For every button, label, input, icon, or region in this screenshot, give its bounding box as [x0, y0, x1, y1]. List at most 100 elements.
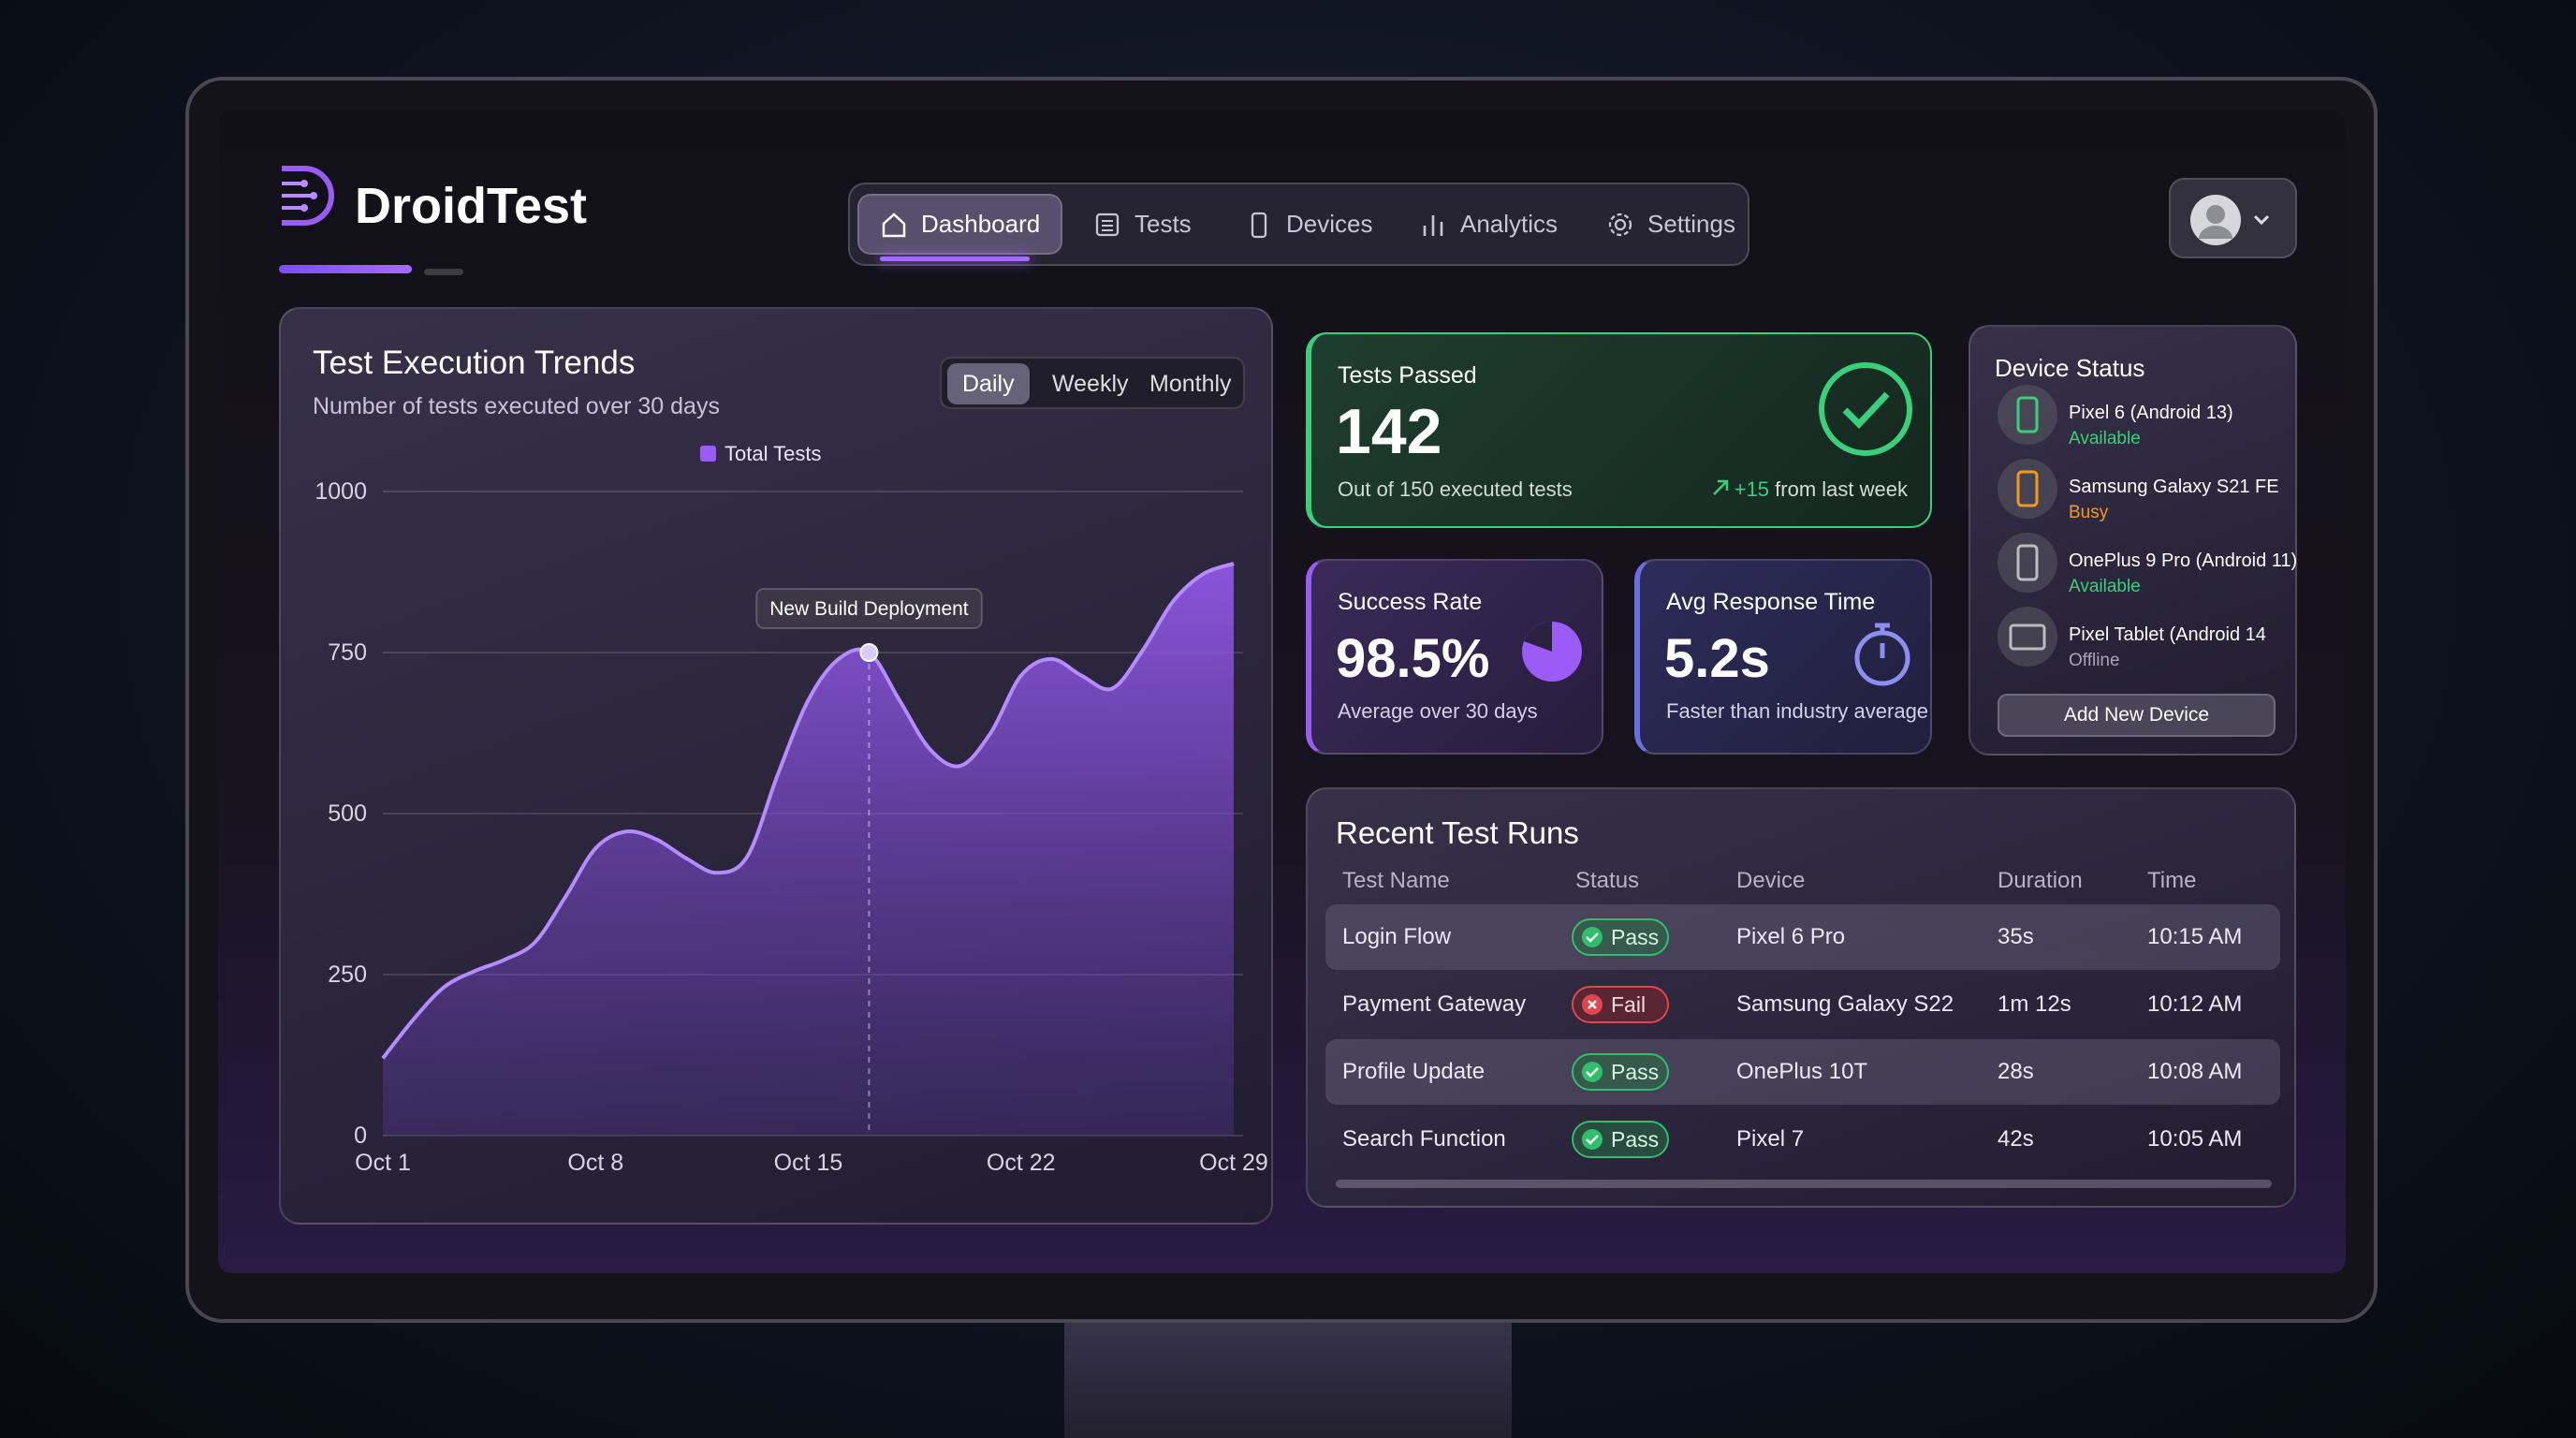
panel-title: Recent Test Runs [1336, 815, 1579, 850]
device-status: Offline [2069, 651, 2120, 670]
panel-title: Device Status [1995, 354, 2145, 382]
card-note: Average over 30 days [1338, 699, 1538, 723]
fail-icon [1582, 994, 1603, 1015]
status-badge: Pass [1572, 1053, 1669, 1091]
success-rate-card: Success Rate 98.5% Average over 30 days [1306, 559, 1603, 755]
table-cell: 42s [1998, 1126, 2034, 1152]
y-tick-label: 1000 [315, 478, 367, 505]
table-cell: 10:15 AM [2147, 924, 2243, 949]
pie-icon [1522, 622, 1582, 682]
area-fill [383, 564, 1234, 1136]
nav-item[interactable]: Dashboard [857, 194, 1063, 255]
annotation-text: New Build Deployment [769, 598, 969, 620]
table-cell: 10:05 AM [2147, 1126, 2243, 1152]
nav-label: Dashboard [921, 210, 1041, 238]
status-text: Pass [1611, 1126, 1660, 1152]
avatar [2190, 195, 2270, 245]
progress-inactive [424, 269, 463, 275]
device-icon [1998, 607, 2057, 667]
device-status: Available [2069, 429, 2141, 448]
device-icon [1998, 459, 2057, 519]
card-value: 5.2s [1664, 628, 1770, 689]
status-badge: Pass [1572, 918, 1669, 956]
device-status-panel: Device Status Pixel 6 (Android 13) Avail… [1969, 325, 2297, 756]
table-cell: 10:08 AM [2147, 1059, 2243, 1084]
pass-icon [1582, 1129, 1603, 1150]
nav-label: Devices [1286, 210, 1373, 238]
progress-active [279, 265, 412, 273]
row-highlight [1325, 904, 2280, 970]
table-cell: Payment Gateway [1342, 991, 1527, 1017]
chart-title: Test Execution Trends [313, 345, 636, 381]
stopwatch-icon [1854, 623, 1910, 686]
column-header: Status [1575, 868, 1640, 893]
y-tick-label: 750 [328, 639, 367, 666]
status-text: Pass [1611, 1059, 1660, 1084]
table-cell: Search Function [1342, 1126, 1506, 1152]
toggle-option[interactable]: Daily [947, 363, 1030, 404]
trends-panel: Test Execution Trends Number of tests ex… [279, 307, 1273, 1225]
card-value: 142 [1336, 396, 1442, 467]
phone-icon [2016, 544, 2039, 581]
table-cell: 28s [1998, 1059, 2034, 1084]
devices-icon [1251, 212, 1267, 238]
card-note: Out of 150 executed tests [1338, 477, 1573, 501]
legend-label: Total Tests [724, 442, 822, 465]
status-badge: Fail [1572, 986, 1669, 1023]
nav-label: Settings [1647, 210, 1735, 238]
nav-item[interactable]: Settings [1586, 194, 1756, 255]
row-highlight [1325, 1039, 2280, 1105]
phone-icon [2016, 470, 2039, 507]
x-tick-label: Oct 29 [1199, 1150, 1268, 1176]
x-tick-label: Oct 8 [567, 1150, 623, 1176]
device-name: Pixel Tablet (Android 14 [2069, 624, 2266, 645]
nav-item[interactable]: Analytics [1398, 194, 1578, 255]
toggle-option[interactable]: Monthly [1149, 370, 1232, 397]
table-cell: Pixel 7 [1736, 1126, 1805, 1152]
check-icon [1819, 362, 1912, 456]
change-value: +15 [1734, 477, 1770, 501]
chart-subtitle: Number of tests executed over 30 days [313, 393, 720, 419]
device-icon [1998, 385, 2057, 445]
toggle-option[interactable]: Weekly [1052, 370, 1129, 397]
device-name: Samsung Galaxy S21 FE [2069, 477, 2279, 497]
x-tick-label: Oct 22 [987, 1150, 1056, 1176]
nav-active-glow [880, 257, 1030, 261]
nav-bar: Dashboard Tests Devices Analytics Settin… [848, 183, 1749, 266]
y-tick-label: 250 [328, 961, 367, 988]
period-toggle: Daily Weekly Monthly [940, 357, 1245, 409]
card-title: Avg Response Time [1666, 589, 1876, 615]
pass-icon [1582, 1062, 1603, 1082]
card-title: Success Rate [1338, 589, 1483, 615]
card-change: +15 from last week [1712, 479, 1908, 500]
table-cell: Samsung Galaxy S22 [1736, 991, 1954, 1017]
column-header: Device [1736, 868, 1806, 893]
nav-item[interactable]: Tests [1073, 194, 1212, 255]
phone-icon [2016, 396, 2039, 433]
annotation-box [755, 588, 983, 629]
table-cell: OnePlus 10T [1736, 1059, 1868, 1084]
device-status: Available [2069, 577, 2141, 596]
home-icon [882, 212, 906, 237]
annotation-point [859, 643, 879, 662]
tablet-icon [2009, 624, 2046, 651]
device-status: Busy [2069, 503, 2109, 522]
table-cell: 10:12 AM [2147, 991, 2243, 1017]
pass-icon [1582, 927, 1603, 947]
trend-up-icon [1712, 479, 1728, 495]
x-tick-label: Oct 1 [355, 1150, 411, 1176]
column-header: Time [2147, 868, 2197, 893]
monitor-stand [1064, 1311, 1512, 1438]
card-value: 98.5% [1336, 628, 1490, 689]
column-header: Test Name [1342, 868, 1450, 893]
nav-item[interactable]: Devices [1224, 194, 1393, 255]
device-icon [1998, 533, 2057, 593]
status-text: Fail [1611, 991, 1647, 1017]
add-device-button[interactable]: Add New Device [1998, 694, 2276, 737]
change-note: from last week [1775, 477, 1908, 501]
status-badge: Pass [1572, 1121, 1669, 1158]
area-line [381, 562, 1235, 1060]
profile-button[interactable] [2169, 178, 2297, 258]
nav-label: Tests [1134, 210, 1192, 238]
